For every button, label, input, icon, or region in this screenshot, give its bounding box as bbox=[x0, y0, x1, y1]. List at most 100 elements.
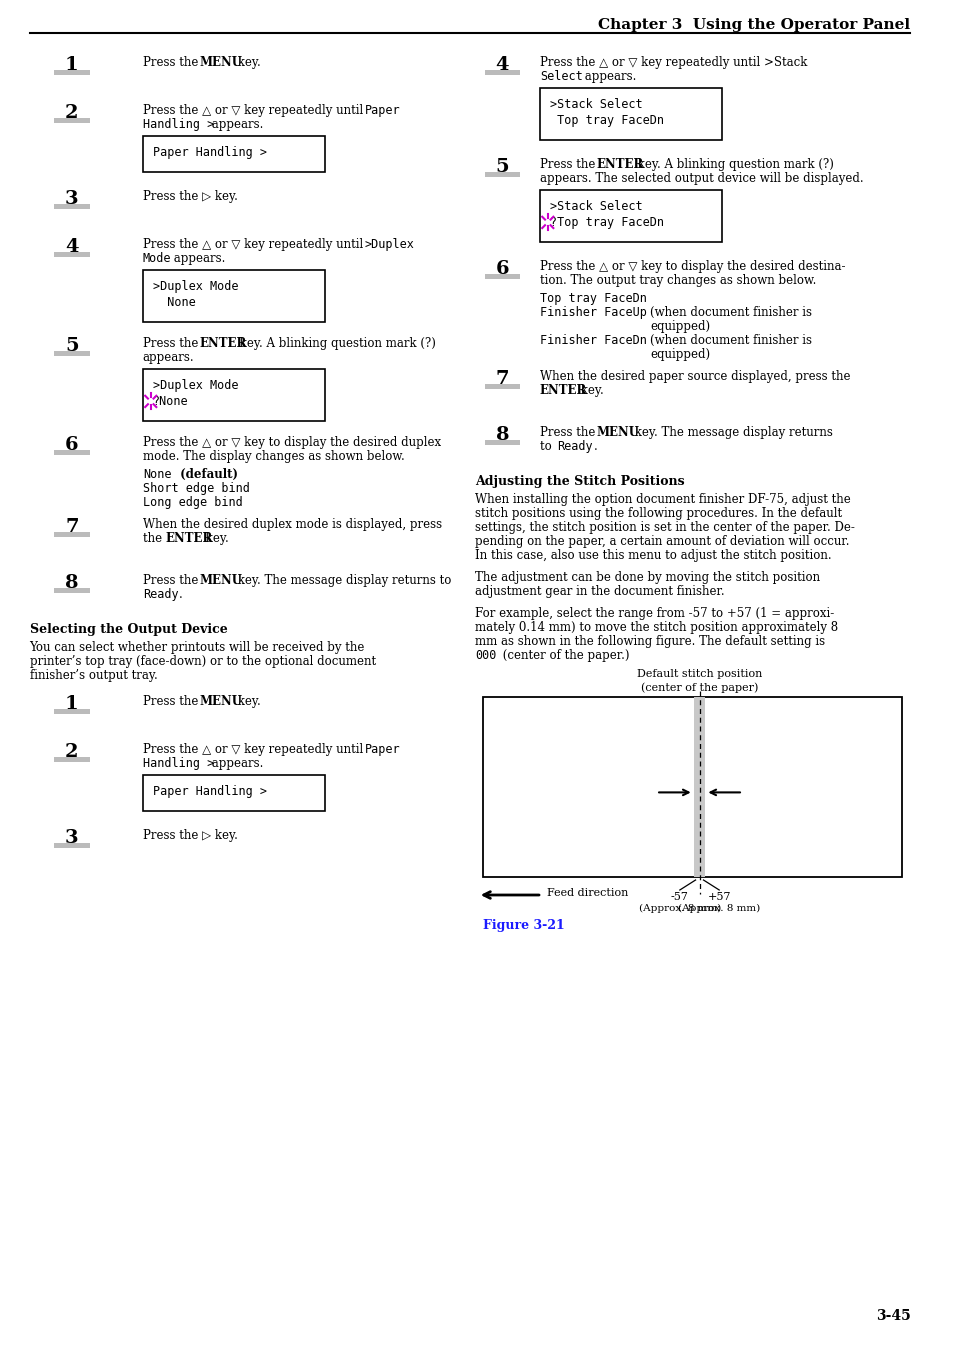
Text: key. The message display returns: key. The message display returns bbox=[630, 426, 832, 439]
Text: 7: 7 bbox=[496, 370, 509, 388]
Text: 6: 6 bbox=[496, 259, 509, 278]
Text: 7: 7 bbox=[65, 517, 78, 536]
Text: key.: key. bbox=[233, 55, 260, 69]
Text: key.: key. bbox=[202, 532, 229, 544]
Text: When the desired duplex mode is displayed, press: When the desired duplex mode is displaye… bbox=[143, 517, 441, 531]
Text: settings, the stitch position is set in the center of the paper. De-: settings, the stitch position is set in … bbox=[475, 521, 854, 534]
Text: Press the: Press the bbox=[539, 158, 598, 172]
Bar bbox=[143, 775, 325, 811]
Text: Press the: Press the bbox=[143, 694, 202, 708]
Text: Ready: Ready bbox=[557, 440, 592, 453]
Text: Paper: Paper bbox=[364, 743, 399, 757]
Text: The adjustment can be done by moving the stitch position: The adjustment can be done by moving the… bbox=[475, 571, 820, 584]
Text: stitch positions using the following procedures. In the default: stitch positions using the following pro… bbox=[475, 507, 841, 520]
Text: Short edge bind: Short edge bind bbox=[143, 482, 250, 494]
Text: Selecting the Output Device: Selecting the Output Device bbox=[30, 623, 227, 636]
Text: -57: -57 bbox=[670, 892, 688, 902]
Text: appears.: appears. bbox=[580, 70, 636, 82]
Text: mode. The display changes as shown below.: mode. The display changes as shown below… bbox=[143, 450, 404, 463]
Bar bbox=[54, 450, 90, 455]
Bar bbox=[143, 369, 325, 422]
Text: In this case, also use this menu to adjust the stitch position.: In this case, also use this menu to adju… bbox=[475, 549, 831, 562]
Text: Finisher FaceDn: Finisher FaceDn bbox=[539, 334, 646, 347]
Text: Press the △ or ▽ key to display the desired duplex: Press the △ or ▽ key to display the desi… bbox=[143, 436, 440, 449]
Bar bbox=[54, 757, 90, 762]
Text: mm as shown in the following figure. The default setting is: mm as shown in the following figure. The… bbox=[475, 635, 824, 648]
Bar bbox=[484, 384, 519, 389]
Text: adjustment gear in the document finisher.: adjustment gear in the document finisher… bbox=[475, 585, 723, 598]
Text: Feed direction: Feed direction bbox=[546, 888, 627, 898]
Text: (center of the paper.): (center of the paper.) bbox=[498, 648, 628, 662]
Bar bbox=[484, 70, 519, 76]
Text: Press the △ or ▽ key repeatedly until: Press the △ or ▽ key repeatedly until bbox=[143, 104, 363, 118]
Text: Finisher FaceUp: Finisher FaceUp bbox=[539, 305, 646, 319]
Text: MENU: MENU bbox=[199, 55, 242, 69]
Text: appears.: appears. bbox=[208, 118, 263, 131]
Text: printer’s top tray (face-down) or to the optional document: printer’s top tray (face-down) or to the… bbox=[30, 655, 375, 667]
Text: key. A blinking question mark (?): key. A blinking question mark (?) bbox=[633, 158, 833, 172]
Text: Adjusting the Stitch Positions: Adjusting the Stitch Positions bbox=[475, 476, 684, 488]
Text: 8: 8 bbox=[496, 426, 509, 444]
Text: For example, select the range from ‐57 to +57 (1 = approxi-: For example, select the range from ‐57 t… bbox=[475, 607, 833, 620]
Text: Press the: Press the bbox=[539, 426, 598, 439]
Text: equipped): equipped) bbox=[650, 349, 710, 361]
Text: 1: 1 bbox=[65, 694, 79, 713]
Text: Paper Handling >: Paper Handling > bbox=[152, 146, 267, 159]
Text: 3: 3 bbox=[65, 830, 79, 847]
Text: (when document finisher is: (when document finisher is bbox=[650, 305, 811, 319]
Text: tion. The output tray changes as shown below.: tion. The output tray changes as shown b… bbox=[539, 274, 816, 286]
Text: Top tray FaceDn: Top tray FaceDn bbox=[549, 113, 663, 127]
Text: pending on the paper, a certain amount of deviation will occur.: pending on the paper, a certain amount o… bbox=[475, 535, 848, 549]
Text: Top tray FaceDn: Top tray FaceDn bbox=[539, 292, 646, 305]
Text: +57: +57 bbox=[707, 892, 730, 902]
Text: >Stack Select: >Stack Select bbox=[549, 99, 641, 111]
Bar bbox=[693, 697, 704, 877]
Bar bbox=[54, 70, 90, 76]
Text: Mode: Mode bbox=[143, 253, 172, 265]
Text: 2: 2 bbox=[65, 743, 78, 761]
Text: 1: 1 bbox=[65, 55, 79, 74]
Bar bbox=[143, 270, 325, 322]
Bar bbox=[484, 172, 519, 177]
Text: Press the: Press the bbox=[143, 336, 202, 350]
Text: the: the bbox=[143, 532, 166, 544]
Text: Default stitch position: Default stitch position bbox=[637, 669, 761, 680]
Text: 5: 5 bbox=[496, 158, 509, 176]
Text: Press the: Press the bbox=[143, 574, 202, 586]
Text: Press the △ or ▽ key repeatedly until: Press the △ or ▽ key repeatedly until bbox=[143, 238, 363, 251]
Text: Long edge bind: Long edge bind bbox=[143, 496, 242, 509]
Bar bbox=[482, 697, 902, 877]
Text: 000: 000 bbox=[475, 648, 496, 662]
Text: Press the △ or ▽ key repeatedly until >Stack: Press the △ or ▽ key repeatedly until >S… bbox=[539, 55, 806, 69]
Text: appears. The selected output device will be displayed.: appears. The selected output device will… bbox=[539, 172, 862, 185]
Text: appears.: appears. bbox=[171, 253, 226, 265]
Text: Select: Select bbox=[539, 70, 582, 82]
Text: >Duplex: >Duplex bbox=[364, 238, 414, 251]
Text: 3-45: 3-45 bbox=[875, 1309, 909, 1323]
Bar bbox=[484, 440, 519, 444]
Text: None: None bbox=[152, 296, 195, 309]
Text: When the desired paper source displayed, press the: When the desired paper source displayed,… bbox=[539, 370, 849, 382]
Bar bbox=[54, 588, 90, 593]
Text: (when document finisher is: (when document finisher is bbox=[650, 334, 811, 347]
Text: Press the ▷ key.: Press the ▷ key. bbox=[143, 190, 237, 203]
Bar bbox=[54, 709, 90, 713]
Bar bbox=[54, 253, 90, 257]
Text: 5: 5 bbox=[65, 336, 79, 355]
Text: ENTER: ENTER bbox=[166, 532, 213, 544]
Text: When installing the option document finisher DF-75, adjust the: When installing the option document fini… bbox=[475, 493, 850, 507]
Text: Handling >: Handling > bbox=[143, 118, 213, 131]
Text: equipped): equipped) bbox=[650, 320, 710, 332]
Text: (Approx. 8 mm): (Approx. 8 mm) bbox=[638, 904, 720, 913]
Text: Press the △ or ▽ key to display the desired destina-: Press the △ or ▽ key to display the desi… bbox=[539, 259, 844, 273]
Text: (center of the paper): (center of the paper) bbox=[640, 682, 758, 693]
Text: .: . bbox=[179, 588, 183, 601]
Bar bbox=[484, 274, 519, 280]
Text: Ready: Ready bbox=[143, 588, 178, 601]
Text: Figure 3-21: Figure 3-21 bbox=[482, 919, 564, 932]
Text: 4: 4 bbox=[65, 238, 78, 255]
Text: mately 0.14 mm) to move the stitch position approximately 8: mately 0.14 mm) to move the stitch posit… bbox=[475, 621, 837, 634]
Bar bbox=[54, 204, 90, 209]
Text: Handling >: Handling > bbox=[143, 757, 213, 770]
Text: key.: key. bbox=[577, 384, 603, 397]
